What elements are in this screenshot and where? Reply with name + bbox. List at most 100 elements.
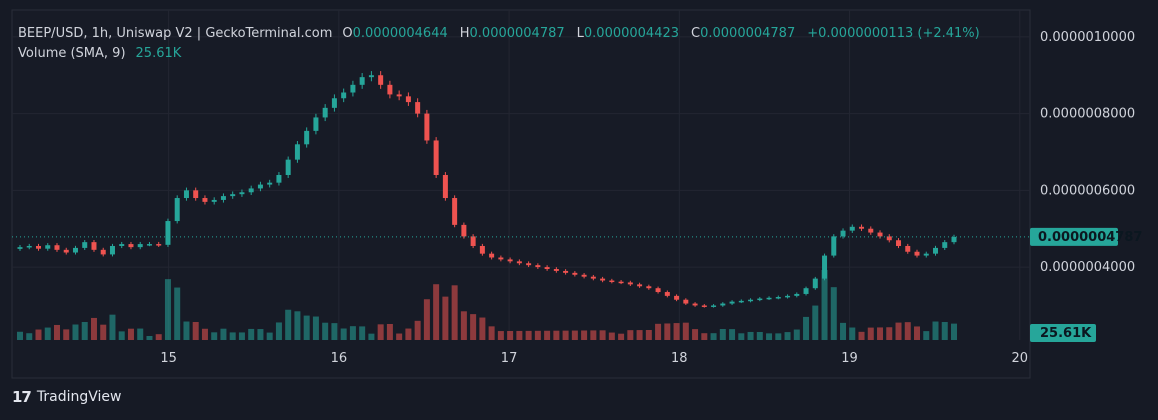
candle-body: [119, 244, 125, 246]
candle-body: [91, 242, 97, 250]
tradingview-logo-icon: 17: [12, 388, 32, 406]
candle-body: [405, 96, 411, 103]
candle-body: [72, 247, 78, 253]
candle-body: [868, 228, 874, 233]
volume-bar: [118, 331, 125, 340]
volume-value: 25.61K: [135, 46, 182, 61]
candle-body: [257, 184, 263, 189]
candle-body: [896, 240, 902, 246]
candle-body: [193, 190, 199, 199]
volume-bar: [201, 328, 208, 340]
candle-body: [535, 265, 541, 268]
candle-body: [156, 244, 162, 246]
candle-body: [378, 75, 384, 85]
volume-bar: [682, 322, 689, 340]
tradingview-brand[interactable]: 17 TradingView: [12, 388, 121, 406]
grid-lines: [12, 10, 1030, 340]
volume-bar: [581, 330, 588, 340]
volume-bar: [599, 330, 606, 340]
candle-body: [479, 245, 485, 254]
volume-bar: [923, 331, 930, 340]
volume-bar: [248, 328, 255, 340]
candle-body: [553, 269, 559, 271]
volume-bar: [164, 279, 171, 340]
candle-body: [933, 247, 939, 254]
candle-body: [45, 245, 51, 249]
candle-body: [387, 84, 393, 95]
candle-body: [822, 255, 828, 279]
candle-body: [202, 198, 208, 202]
candle-body: [470, 236, 476, 246]
candle-body: [590, 276, 596, 279]
volume-bar: [590, 330, 597, 340]
candle-body: [877, 232, 883, 237]
candle-body: [461, 224, 467, 237]
volume-bar: [636, 330, 643, 340]
candle-body: [655, 288, 661, 293]
candle-body: [100, 249, 106, 255]
volume-bar: [100, 324, 107, 340]
candle-body: [183, 190, 189, 199]
volume-bar: [368, 333, 375, 340]
candle-body: [757, 298, 763, 301]
volume-bar: [396, 333, 403, 340]
candle-body: [516, 261, 522, 264]
volume-bar: [886, 327, 893, 340]
price-tick-label: 0.0000006000: [1040, 183, 1135, 198]
volume-bar: [340, 328, 347, 340]
candle-body: [174, 198, 180, 222]
time-tick-label: 15: [160, 351, 177, 366]
candle-body: [359, 77, 365, 85]
candle-body: [285, 159, 291, 175]
volume-bar: [414, 320, 421, 340]
volume-bar: [553, 330, 560, 340]
candle-body: [840, 230, 846, 237]
candle-body: [581, 274, 587, 277]
volume-bar: [35, 329, 42, 340]
candle-body: [812, 278, 818, 289]
volume-bar: [766, 333, 773, 340]
volume-bar: [192, 322, 199, 340]
candle-body: [368, 75, 374, 78]
volume-bar: [451, 285, 458, 340]
candle-body: [396, 94, 402, 97]
volume-bar: [507, 331, 514, 340]
candle-body: [442, 175, 448, 199]
time-axis[interactable]: 15 16 17 18 19 20: [160, 351, 1028, 366]
volume-bar: [840, 322, 847, 340]
high-label: H: [459, 26, 470, 41]
volume-bar: [137, 328, 144, 340]
candle-body: [831, 236, 837, 256]
candle-body: [128, 244, 134, 248]
time-tick-label: 20: [1012, 351, 1029, 366]
volume-bar: [673, 323, 680, 340]
volume-bar: [895, 322, 902, 340]
volume-bar: [81, 322, 88, 340]
candle-body: [942, 242, 948, 248]
price-axis[interactable]: 0.0000010000 0.0000008000 0.0000006000 0.00…: [1040, 30, 1135, 275]
current-price-tag-text: 0.0000004787: [1038, 230, 1142, 245]
volume-bar: [516, 330, 523, 340]
time-tick-label: 18: [671, 351, 688, 366]
volume-bar: [497, 331, 504, 340]
symbol-title[interactable]: BEEP/USD, 1h, Uniswap V2 | GeckoTerminal…: [18, 26, 333, 41]
volume-bar: [220, 328, 227, 340]
candle-body: [294, 144, 300, 160]
candle-body: [498, 257, 504, 260]
candle-body: [849, 226, 855, 231]
candle-body: [674, 295, 680, 300]
candle-body: [267, 182, 273, 185]
candle-body: [230, 194, 236, 197]
candle-body: [905, 245, 911, 252]
volume-bar: [331, 323, 338, 340]
volume-bar: [433, 284, 440, 340]
high-value: 0.0000004787: [469, 26, 565, 41]
volume-bar: [849, 327, 856, 340]
volume-bar: [645, 330, 652, 340]
candle-body: [563, 270, 569, 273]
volume-label[interactable]: Volume (SMA, 9): [18, 46, 126, 61]
candle-body: [220, 196, 226, 200]
volume-bar: [17, 331, 23, 340]
candle-body: [331, 98, 337, 108]
